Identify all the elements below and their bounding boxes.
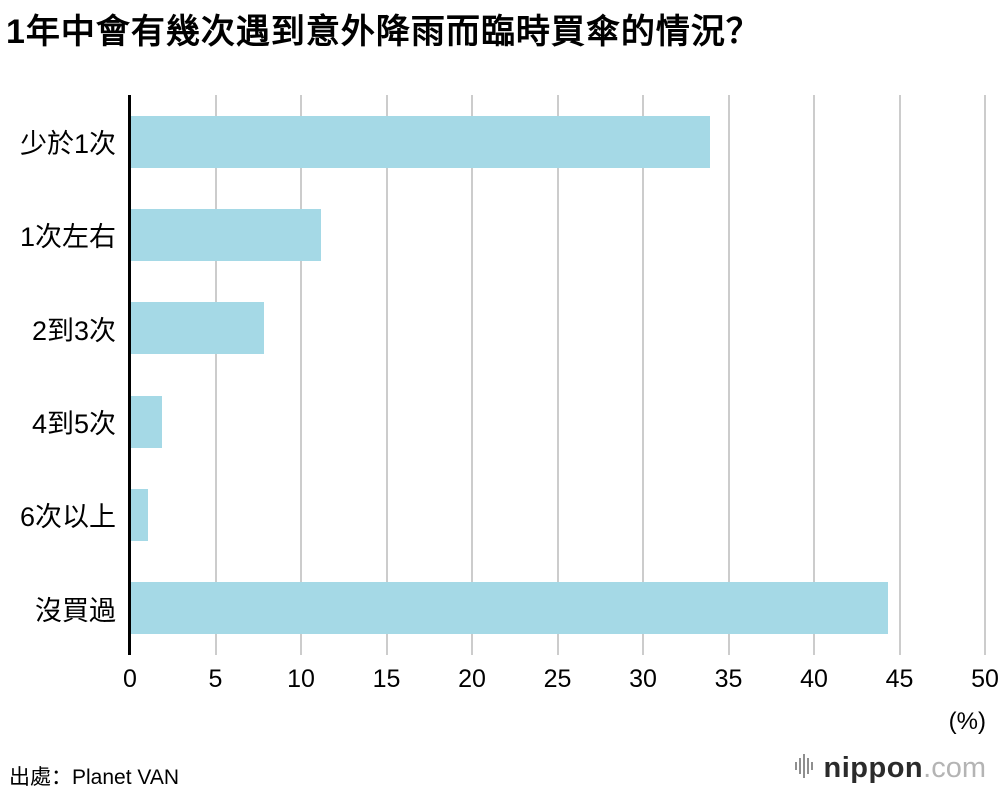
nippon-com-logo[interactable]: nippon .com (794, 752, 986, 785)
bar-track (131, 562, 985, 655)
x-tick-label: 0 (123, 665, 137, 693)
category-label: 沒買過 (35, 595, 116, 626)
bar-track (131, 468, 985, 561)
x-tick-label: 25 (543, 665, 572, 693)
bar-track (131, 95, 985, 188)
source-attribution: 出處：Planet VAN (9, 766, 179, 789)
gridline (813, 95, 815, 655)
x-tick-label: 5 (208, 665, 223, 693)
x-tick-label: 30 (629, 665, 657, 693)
category-label: 1次左右 (19, 222, 116, 253)
chart-row: 2到3次 (0, 282, 985, 375)
category-label: 6次以上 (19, 502, 116, 533)
x-tick-label: 10 (287, 665, 315, 693)
chart-row: 1次左右 (0, 188, 985, 281)
chart-title: 1年中會有幾次遇到意外降雨而臨時買傘的情況？ (6, 13, 761, 51)
bar (131, 488, 149, 541)
logo-text: nippon .com (824, 752, 986, 785)
x-tick-label: 15 (372, 665, 401, 693)
gridline (727, 95, 730, 655)
gridline (984, 95, 986, 655)
bar (131, 208, 321, 261)
chart-row: 少於1次 (0, 95, 985, 188)
logo-brand: nippon (823, 752, 924, 784)
gridline (556, 95, 559, 655)
chart-row: 6次以上 (0, 468, 985, 561)
bar-track (131, 282, 985, 375)
y-axis-line (128, 95, 131, 655)
bar (131, 582, 888, 635)
gridline (300, 95, 302, 655)
x-tick-label: 35 (714, 665, 743, 693)
chart-row: 沒買過 (0, 562, 985, 655)
gridline (385, 95, 388, 655)
chart-row: 4到5次 (0, 375, 985, 468)
x-tick-label: 50 (971, 665, 999, 693)
gridline-layer (130, 95, 986, 655)
x-tick-label: 45 (885, 665, 914, 693)
gridline (642, 95, 644, 655)
category-label: 少於1次 (19, 129, 116, 160)
x-axis-unit-label: (%) (948, 708, 986, 735)
bar-track (131, 375, 985, 468)
x-tick-label: 40 (800, 665, 828, 693)
gridline (471, 95, 473, 655)
x-tick-label: 20 (458, 665, 486, 693)
bar (131, 115, 710, 168)
gridline (214, 95, 217, 655)
chart-rows: 少於1次 1次左右 2到3次 4到5次 6次以上沒買過 (0, 95, 985, 655)
x-axis: 0 5 10 15 20 25 30 35 40 45 50 (123, 665, 999, 699)
logo-suffix: .com (923, 752, 986, 784)
category-label: 4到5次 (31, 409, 116, 440)
gridline (898, 95, 901, 655)
category-label: 2到3次 (31, 315, 116, 346)
bar (131, 302, 265, 355)
waveform-icon (794, 752, 817, 785)
bar-track (131, 188, 985, 281)
bar (131, 395, 162, 448)
